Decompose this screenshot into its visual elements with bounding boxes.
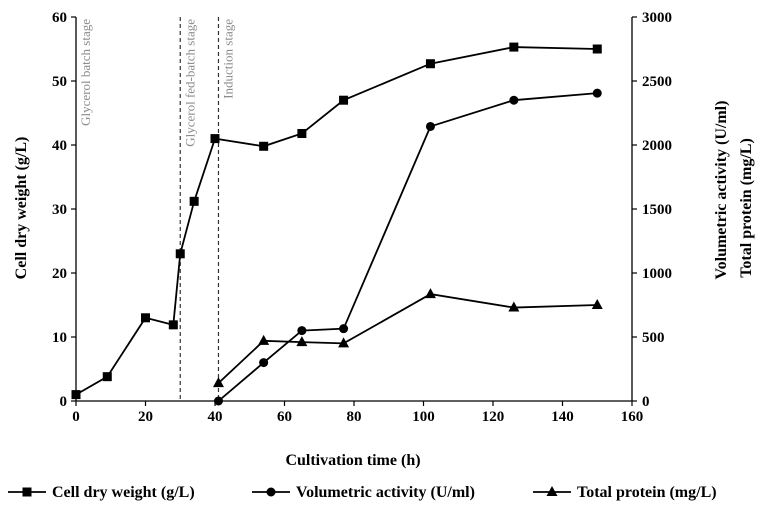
data-point-triangle [296, 336, 308, 347]
stage-markers: Glycerol batch stage Glycerol fed-batch s… [78, 17, 235, 401]
data-point-square [175, 249, 185, 259]
y-right-tick-label: 1000 [642, 266, 672, 282]
x-tick-label: 140 [551, 409, 574, 425]
y-right-tick-label: 0 [642, 394, 650, 410]
data-point-circle [297, 326, 307, 336]
x-tick-label: 100 [412, 409, 435, 425]
y-right-tick-label: 2500 [642, 74, 672, 90]
legend-label: Volumetric activity (U/ml) [296, 484, 475, 501]
data-point-square [102, 372, 112, 382]
data-point-circle [259, 358, 269, 368]
x-tick-label: 60 [277, 409, 292, 425]
legend: Cell dry weight (g/L) Volumetric activity… [8, 484, 717, 501]
y-left-tick-label: 60 [52, 10, 67, 26]
data-series [71, 42, 603, 406]
data-point-triangle [338, 337, 350, 348]
data-point-triangle [212, 377, 224, 388]
legend-item: Cell dry weight (g/L) [8, 484, 195, 501]
y-right-tick-label: 2000 [642, 138, 672, 154]
data-point-square [297, 128, 307, 138]
data-point-triangle [508, 301, 520, 312]
y-left-tick-label: 0 [60, 394, 68, 410]
series-square [71, 42, 602, 400]
legend-label: Cell dry weight (g/L) [52, 484, 195, 501]
data-point-circle [592, 88, 602, 98]
data-point-circle [213, 396, 223, 406]
data-point-square [210, 134, 220, 144]
x-tick-label: 40 [208, 409, 223, 425]
data-point-circle [266, 487, 276, 497]
x-tick-label: 120 [482, 409, 505, 425]
y-left-tick-label: 30 [52, 202, 67, 218]
series-triangle [212, 288, 603, 388]
series-line [217, 293, 598, 384]
stage-label: Induction stage [220, 19, 235, 99]
y-axis-right-label-activity: Volumetric activity (U/ml) [713, 101, 730, 280]
y-left-tick-label: 20 [52, 266, 67, 282]
legend-item: Volumetric activity (U/ml) [252, 484, 475, 501]
data-point-square [22, 487, 32, 497]
data-point-triangle [258, 334, 270, 345]
x-tick-label: 160 [621, 409, 644, 425]
y-axis-left-label: Cell dry weight (g/L) [13, 137, 30, 280]
data-point-circle [509, 95, 519, 105]
chart-axes: 0 20 40 60 80 100 120 140 1600102030405060050010… [52, 10, 672, 425]
data-point-square [189, 196, 199, 206]
data-point-square [339, 95, 349, 105]
data-point-circle [425, 121, 435, 131]
legend-item: Total protein (mg/L) [533, 484, 717, 501]
data-point-triangle [591, 299, 603, 309]
data-point-triangle [546, 486, 558, 496]
data-point-square [592, 44, 602, 54]
stage-label: Glycerol batch stage [78, 19, 93, 126]
y-right-tick-label: 3000 [642, 10, 672, 26]
y-right-tick-label: 1500 [642, 202, 672, 218]
data-point-square [425, 59, 435, 69]
data-point-square [71, 390, 81, 400]
y-axis-right-label-protein: Total protein (mg/L) [738, 138, 755, 278]
y-left-tick-label: 10 [52, 330, 67, 346]
data-point-square [259, 141, 269, 151]
y-left-tick-label: 40 [52, 138, 67, 154]
data-point-triangle [424, 288, 436, 299]
series-line [217, 92, 598, 402]
series-circle [213, 88, 602, 406]
x-tick-label: 0 [72, 409, 80, 425]
stage-label: Glycerol fed-batch stage [182, 19, 197, 147]
x-tick-label: 80 [347, 409, 362, 425]
data-point-circle [339, 324, 349, 334]
data-point-square [168, 320, 178, 330]
legend-label: Total protein (mg/L) [577, 484, 717, 501]
y-left-tick-label: 50 [52, 74, 67, 90]
x-tick-label: 20 [138, 409, 153, 425]
data-point-square [509, 42, 519, 52]
x-axis-label: Cultivation time (h) [285, 452, 420, 469]
y-right-tick-label: 500 [642, 330, 665, 346]
data-point-square [141, 313, 150, 323]
